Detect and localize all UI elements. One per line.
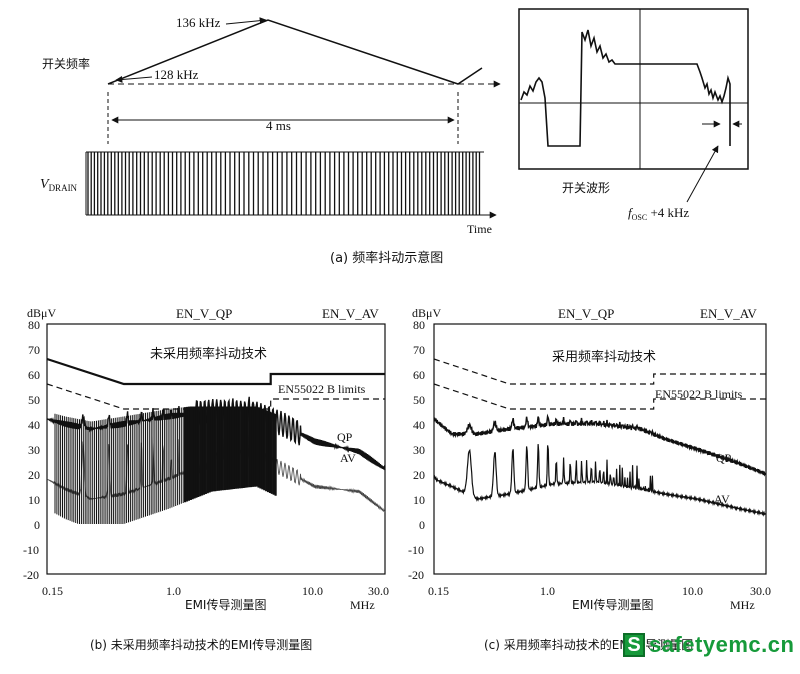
chart-b-ytick: 60 <box>28 368 40 382</box>
diagram-a: 136 kHz 开关频率 128 kHz 4 ms VDRAIN Time 开关… <box>40 8 749 266</box>
chart-b-xtick: 1.0 <box>166 584 181 598</box>
scope-frame <box>518 8 749 170</box>
qp-limit-line <box>433 358 766 385</box>
time-label: Time <box>467 222 492 236</box>
watermark-logo: S safetyemc.cn <box>623 632 794 658</box>
chart-c-inner-title: 采用频率抖动技术 <box>552 349 656 365</box>
chart-c-ytick: 50 <box>413 393 425 407</box>
chart-b-ytick: 80 <box>28 318 40 332</box>
chart-c-av-limit-label: EN_V_AV <box>700 306 757 321</box>
chart-c-xtick: 30.0 <box>750 584 771 598</box>
chart-b-inner-title: 未采用频率抖动技术 <box>150 346 267 362</box>
chart-c-xtick: 0.15 <box>428 584 449 598</box>
chart-c-xlabel: EMI传导测量图 <box>572 597 653 612</box>
caption-a: (a) 频率抖动示意图 <box>330 250 443 266</box>
av-trace <box>433 444 766 517</box>
chart-c-ytick: 40 <box>413 418 425 432</box>
chart-b-xtick: 30.0 <box>368 584 389 598</box>
chart-c-y-ticks: 80 70 60 50 40 30 20 10 0 -10 -20 <box>408 318 425 582</box>
qp-trace <box>46 396 386 471</box>
chart-c-qp-limit-label: EN_V_QP <box>558 306 614 321</box>
chart-b-ytick: 20 <box>28 468 40 482</box>
chart-b-plot-frame <box>46 323 386 575</box>
chart-b-ylabel: dBμV <box>27 306 56 320</box>
chart-c-xtick: 1.0 <box>540 584 555 598</box>
frequency-triangle-wave <box>107 19 483 85</box>
chart-c-ytick: -20 <box>408 568 424 582</box>
low-freq-label: 128 kHz <box>154 67 199 82</box>
period-label: 4 ms <box>266 118 291 133</box>
chart-c-x-unit: MHz <box>730 598 755 612</box>
chart-b-xlabel: EMI传导测量图 <box>185 597 266 612</box>
chart-b-ytick: -20 <box>23 568 39 582</box>
watermark-text: safetyemc.cn <box>649 632 795 657</box>
chart-b-y-ticks: 80 70 60 50 40 30 20 10 0 -10 -20 <box>23 318 40 582</box>
chart-b-x-unit: MHz <box>350 598 375 612</box>
chart-c-ytick: 30 <box>413 443 425 457</box>
chart-b-ytick: 70 <box>28 343 40 357</box>
fosc-pointer <box>686 145 719 203</box>
av-limit-line <box>433 383 766 410</box>
chart-c-ytick: 80 <box>413 318 425 332</box>
chart-c-ytick: -10 <box>408 543 424 557</box>
chart-c-limits-label: EN55022 B limits <box>655 387 743 401</box>
chart-c-series <box>433 358 767 517</box>
chart-c-ytick: 20 <box>413 468 425 482</box>
vdrain-label: VDRAIN <box>40 177 78 193</box>
chart-b-xtick: 0.15 <box>42 584 63 598</box>
chart-b-av-label: AV <box>340 451 356 465</box>
chart-b-ytick: 40 <box>28 418 40 432</box>
chart-b-qp-limit-label: EN_V_QP <box>176 306 232 321</box>
chart-b-ytick: -10 <box>23 543 39 557</box>
chart-b-ytick: 10 <box>28 493 40 507</box>
chart-b-ytick: 30 <box>28 443 40 457</box>
chart-b-limits-label: EN55022 B limits <box>278 382 366 396</box>
watermark-s-icon: S <box>623 633 645 657</box>
chart-b-series <box>46 357 386 524</box>
vdrain-pulse-train <box>85 151 484 215</box>
low-freq-pointer <box>115 75 153 83</box>
chart-c-ytick: 60 <box>413 368 425 382</box>
qp-limit-line <box>46 357 385 386</box>
caption-b: (b) 未采用频率抖动技术的EMI传导测量图 <box>90 637 312 652</box>
switch-wave-label: 开关波形 <box>562 181 610 195</box>
chart-c-ytick: 10 <box>413 493 425 507</box>
chart-c-plot-frame <box>433 323 767 575</box>
chart-b-qp-label: QP <box>337 430 353 444</box>
chart-b-ytick: 0 <box>34 518 40 532</box>
scope-waveform <box>520 29 731 147</box>
chart-c-ylabel: dBμV <box>412 306 441 320</box>
chart-b-xtick: 10.0 <box>302 584 323 598</box>
av-limit-line <box>46 383 385 410</box>
chart-c: dBμV EN_V_QP EN_V_AV 80 70 60 50 40 30 2… <box>408 306 771 652</box>
fosc-label: fOSC +4 kHz <box>628 205 689 222</box>
chart-b-av-limit-label: EN_V_AV <box>322 306 379 321</box>
switch-freq-label: 开关频率 <box>42 56 90 71</box>
chart-c-xtick: 10.0 <box>682 584 703 598</box>
top-freq-pointer <box>225 17 267 25</box>
chart-c-ytick: 70 <box>413 343 425 357</box>
chart-b: dBμV EN_V_QP EN_V_AV 80 70 60 50 40 30 2… <box>23 306 389 652</box>
top-freq-label: 136 kHz <box>176 15 221 30</box>
qp-trace <box>433 413 767 477</box>
chart-c-ytick: 0 <box>419 518 425 532</box>
chart-b-ytick: 50 <box>28 393 40 407</box>
